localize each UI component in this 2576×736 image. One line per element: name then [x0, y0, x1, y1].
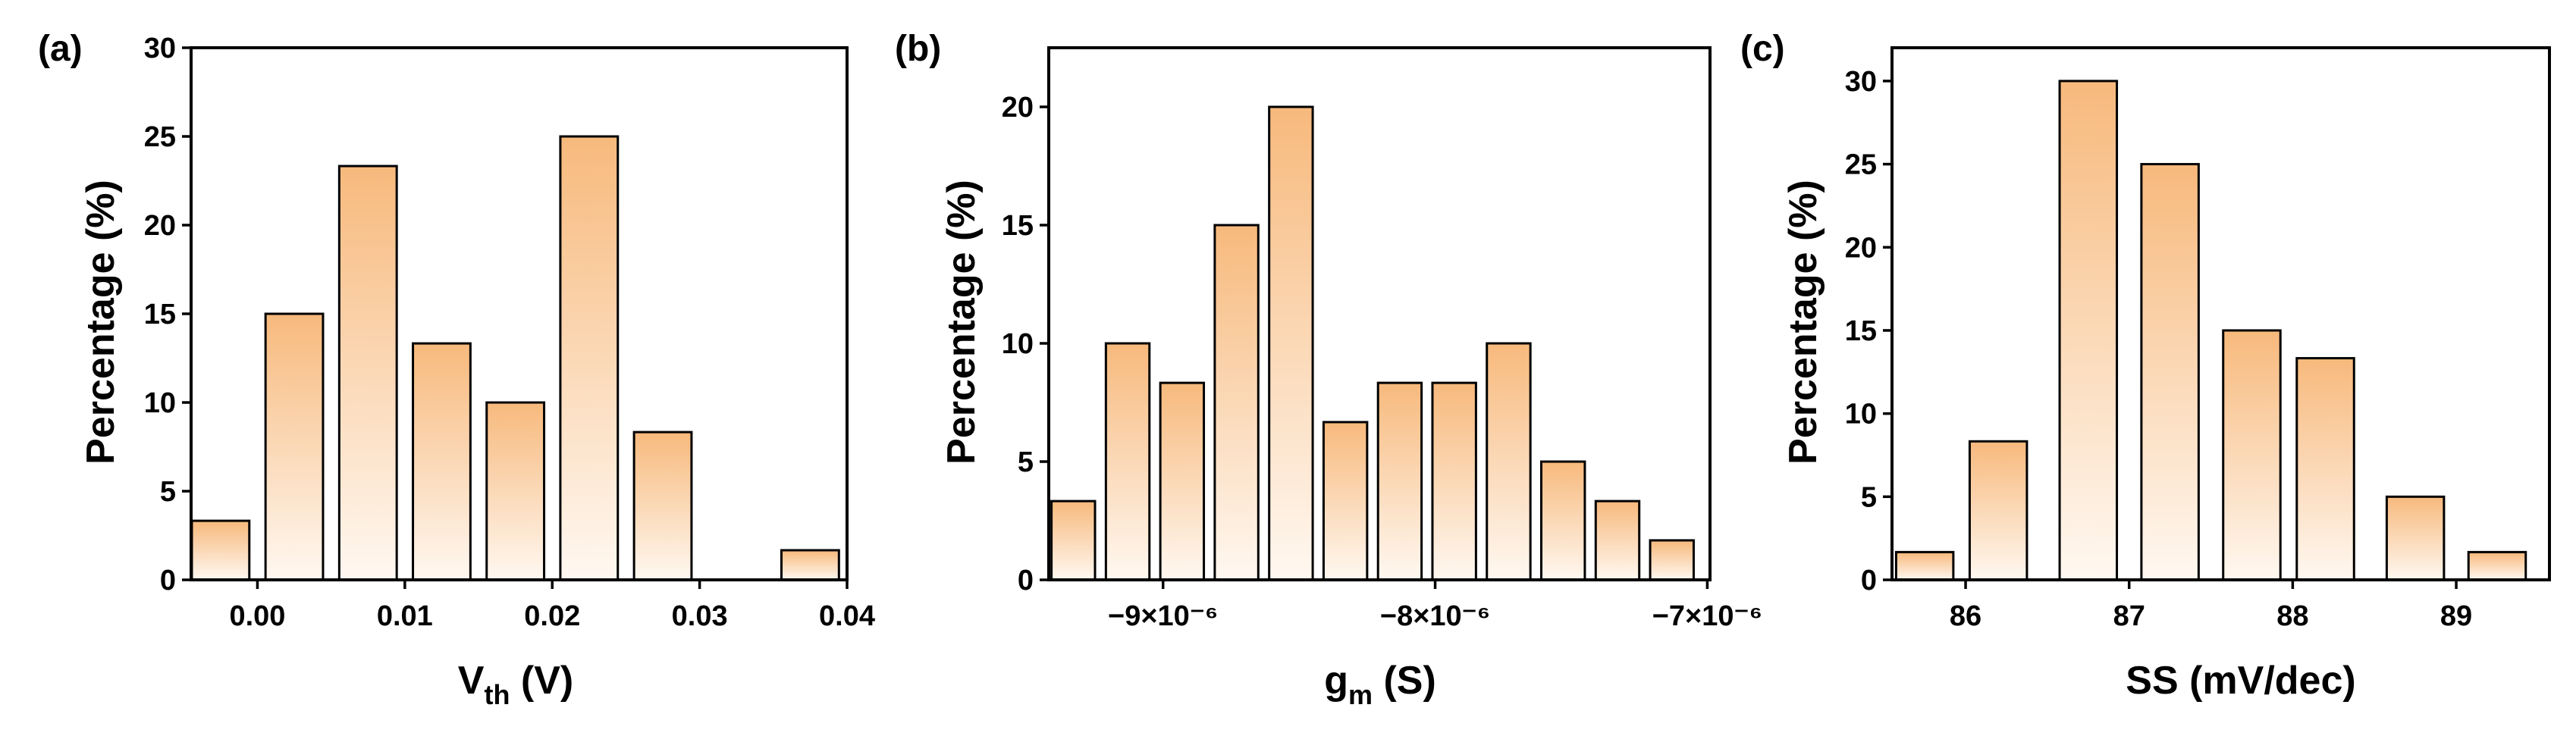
xlabel-a-suffix: (V)	[510, 659, 573, 703]
bar-c-0	[1894, 550, 1955, 581]
bar-c-1	[1968, 440, 2028, 581]
bar-a-6	[632, 431, 693, 581]
ytick-label-c-6: 30	[1845, 66, 1877, 98]
bar-b-9	[1540, 460, 1586, 581]
ylabel-b: Percentage (%)	[940, 180, 984, 465]
xlabel-b-suffix: (S)	[1373, 659, 1436, 703]
bar-a-7	[780, 549, 840, 581]
ytick-label-c-0: 0	[1861, 565, 1877, 597]
ylabel-c: Percentage (%)	[1781, 180, 1825, 465]
ytick-label-a-6: 30	[144, 33, 176, 64]
ytick-label-a-3: 15	[144, 299, 176, 330]
xtick-label-b-2: −7×10⁻⁶	[1652, 600, 1762, 632]
bar-b-1	[1104, 342, 1151, 581]
xtick-label-b-1: −8×10⁻⁶	[1380, 600, 1490, 632]
plot-area-c: 0 5 10 15 20 25 30 86 87 88 89	[1845, 46, 2551, 632]
bar-a-3	[412, 342, 472, 581]
bar-a-1	[264, 312, 325, 581]
bar-b-6	[1376, 381, 1423, 581]
xtick-label-c-2: 88	[2276, 600, 2308, 632]
xlabel-b-main: g	[1324, 659, 1348, 703]
xtick-label-b-0: −9×10⁻⁶	[1108, 600, 1218, 632]
axes-frame-c	[1890, 46, 2551, 581]
plot-area-b: 0 5 10 15 20 −9×10⁻⁶ −8×10⁻⁶ −7×10⁻⁶	[1002, 46, 1762, 632]
xlabel-a-sub: th	[484, 679, 510, 710]
ytick-label-b-1: 5	[1018, 446, 1034, 478]
panel-label-c: (c)	[1740, 29, 1785, 69]
bar-c-7	[2467, 550, 2527, 581]
bar-c-4	[2222, 329, 2282, 581]
bar-b-3	[1213, 224, 1260, 581]
panel-label-a: (a)	[38, 29, 83, 69]
ytick-label-c-4: 20	[1845, 232, 1877, 264]
bar-b-5	[1322, 421, 1369, 581]
bar-b-2	[1159, 381, 1206, 581]
xlabel-c-main: SS (mV/dec)	[2126, 659, 2355, 703]
ytick-label-c-3: 15	[1845, 315, 1877, 347]
ytick-label-a-4: 20	[144, 210, 176, 242]
xtick-label-a-0: 0.00	[229, 600, 285, 632]
ytick-label-b-0: 0	[1018, 565, 1034, 597]
plot-area-a: 0 5 10 15 20 25 30 0.00 0.01 0.02 0.03 0.04	[144, 33, 875, 632]
xlabel-c: SS (mV/dec)	[2126, 659, 2355, 703]
bar-b-4	[1268, 105, 1314, 581]
bar-a-5	[559, 135, 620, 581]
xtick-label-a-1: 0.01	[377, 600, 433, 632]
ytick-label-c-5: 25	[1845, 149, 1877, 181]
bar-b-10	[1594, 500, 1641, 581]
bar-c-5	[2295, 357, 2355, 581]
bar-b-0	[1050, 500, 1097, 581]
xlabel-a: Vth (V)	[458, 659, 573, 710]
bar-b-11	[1649, 539, 1695, 581]
xtick-label-c-0: 86	[1950, 600, 1981, 632]
ytick-label-a-0: 0	[160, 565, 176, 597]
xlabel-a-main: V	[458, 659, 485, 703]
bar-a-0	[190, 519, 251, 581]
bar-a-4	[485, 401, 546, 581]
xlabel-b: gm (S)	[1324, 659, 1436, 710]
ytick-label-a-2: 10	[144, 387, 176, 419]
ylabel-a: Percentage (%)	[79, 180, 123, 465]
xtick-label-a-4: 0.04	[819, 600, 875, 632]
bar-c-3	[2140, 163, 2200, 581]
ytick-label-c-1: 5	[1861, 481, 1877, 513]
ytick-label-a-5: 25	[144, 121, 176, 153]
xlabel-b-sub: m	[1348, 679, 1373, 710]
axes-frame-b	[1047, 46, 1712, 581]
panel-b: (b) Percentage (%) 0 5 10 15 20 −9×10⁻⁶ −8×10⁻…	[895, 29, 1762, 710]
xtick-label-a-3: 0.03	[672, 600, 728, 632]
xtick-label-c-1: 87	[2113, 600, 2145, 632]
bar-a-2	[337, 164, 398, 581]
ytick-label-b-4: 20	[1002, 92, 1034, 124]
ytick-label-a-1: 5	[160, 476, 176, 508]
bar-b-7	[1431, 381, 1477, 581]
xtick-label-a-2: 0.02	[524, 600, 580, 632]
bar-c-6	[2385, 495, 2446, 581]
ytick-label-c-2: 10	[1845, 399, 1877, 431]
ytick-label-b-3: 15	[1002, 210, 1034, 242]
panel-label-b: (b)	[895, 29, 941, 69]
xtick-label-c-3: 89	[2440, 600, 2472, 632]
bar-b-8	[1486, 342, 1532, 581]
ytick-label-b-2: 10	[1002, 328, 1034, 360]
bar-c-2	[2058, 80, 2119, 581]
